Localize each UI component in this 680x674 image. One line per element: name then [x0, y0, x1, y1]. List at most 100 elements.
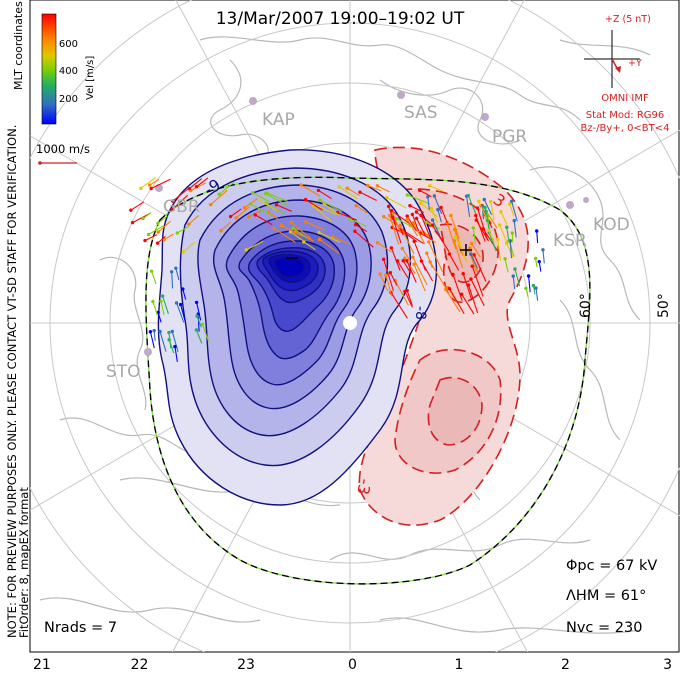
velocity-vector	[402, 229, 424, 244]
velocity-vector	[174, 346, 178, 362]
velocity-vector-origin	[384, 273, 388, 277]
velocity-vector-origin	[472, 253, 476, 257]
velocity-vector-origin	[410, 212, 415, 217]
velocity-vector-origin	[411, 220, 416, 225]
velocity-vector	[390, 292, 408, 319]
velocity-vector	[514, 268, 521, 287]
velocity-vector-origin	[428, 184, 432, 188]
velocity-vector-origin	[426, 195, 430, 199]
velocity-vector	[427, 196, 430, 210]
velocity-vector	[355, 205, 368, 214]
velocity-vector-origin	[139, 186, 143, 191]
velocity-vector-origin	[178, 302, 183, 307]
station-markers	[144, 91, 589, 356]
velocity-vector-origin	[477, 199, 481, 204]
velocity-vector	[475, 215, 486, 242]
velocity-vector	[386, 197, 407, 209]
velocity-vector	[413, 222, 426, 245]
velocity-vector	[292, 227, 309, 239]
negative-potential-cell	[157, 149, 438, 506]
velocity-vector	[470, 278, 485, 306]
velocity-vector	[476, 207, 489, 241]
velocity-vector-origin	[353, 229, 357, 233]
velocity-vector	[471, 243, 481, 258]
velocity-vector-origin	[412, 239, 416, 244]
velocity-vector-origin	[156, 230, 160, 234]
stat-lambda-hm: ΛHM = 61°	[566, 588, 646, 604]
velocity-vector	[406, 260, 417, 283]
velocity-vector	[313, 203, 337, 216]
velocity-vector-origin	[303, 197, 308, 202]
velocity-vector	[420, 215, 432, 241]
velocity-vector-origin	[272, 226, 276, 231]
velocity-vectors	[129, 177, 545, 362]
velocity-vector	[332, 236, 351, 246]
velocity-vector-origin	[378, 272, 382, 276]
mlt-tick-23: 23	[237, 657, 255, 673]
velocity-vector-origin	[482, 197, 486, 202]
mlt-tick-1: 1	[455, 657, 464, 673]
velocity-vector-origin	[471, 226, 476, 230]
velocity-vector	[338, 186, 358, 200]
velocity-vector-origin	[143, 238, 147, 243]
velocity-vector	[303, 241, 316, 251]
velocity-vector-origin	[375, 240, 380, 245]
velocity-vector-origin	[167, 338, 171, 342]
velocity-vector	[276, 204, 292, 212]
velocity-vector	[259, 199, 278, 212]
velocity-vector-origin	[170, 199, 175, 203]
preview-note: NOTE: FOR PREVIEW PURPOSES ONLY. PLEASE …	[5, 125, 19, 638]
velocity-vector-origin	[449, 213, 453, 218]
station-label-ksr: KSR	[553, 231, 587, 251]
station-label-sas: SAS	[404, 103, 438, 123]
velocity-vector	[461, 293, 475, 315]
velocity-vector-origin	[405, 259, 409, 263]
velocity-vector	[453, 240, 463, 269]
stat-n-vc: Nvc = 230	[566, 620, 642, 636]
velocity-vector-origin	[200, 322, 205, 326]
velocity-vector	[157, 312, 162, 323]
velocity-vector-origin	[483, 205, 487, 210]
velocity-vector-origin	[453, 235, 458, 239]
velocity-vector-origin	[405, 217, 409, 221]
velocity-vector	[172, 188, 189, 202]
velocity-vector-origin	[427, 240, 431, 244]
velocity-vector-origin	[496, 237, 500, 242]
velocity-vector	[148, 224, 165, 235]
velocity-vector	[319, 199, 343, 213]
velocity-vector-origin	[408, 203, 412, 208]
velocity-vector	[509, 203, 515, 216]
velocity-vector	[430, 208, 439, 224]
velocity-vector	[473, 254, 487, 282]
velocity-vector	[413, 264, 426, 292]
velocity-vector	[420, 202, 438, 218]
velocity-vector	[426, 253, 433, 269]
station-label-gbr: GBR	[163, 197, 200, 217]
velocity-vector-origin	[345, 186, 349, 190]
velocity-vector	[478, 201, 488, 220]
velocity-vector	[511, 201, 518, 222]
velocity-vector-origin	[419, 213, 423, 218]
velocity-vector	[175, 268, 180, 281]
colorbar-tick-400: 400	[59, 66, 78, 77]
velocity-vector-origin	[389, 246, 394, 250]
velocity-vector-origin	[510, 231, 515, 235]
velocity-vector	[163, 233, 174, 241]
velocity-vector-origin	[499, 210, 503, 214]
velocity-vector-origin	[148, 183, 152, 187]
velocity-vector	[180, 304, 186, 321]
velocity-vector	[406, 290, 413, 306]
velocity-vector	[446, 222, 457, 250]
velocity-vector-origin	[388, 214, 392, 218]
velocity-vector-origin	[457, 240, 462, 245]
stat-phi-pc: Φpc = 67 kV	[566, 558, 657, 574]
velocity-vector-origin	[316, 188, 321, 193]
velocity-vector	[266, 192, 288, 202]
velocity-vector-origin	[432, 194, 437, 198]
velocity-vector-origin	[219, 228, 223, 233]
velocity-vector-origin	[244, 248, 248, 252]
velocity-vector-origin	[394, 216, 399, 221]
velocity-vector	[188, 215, 199, 225]
velocity-vector	[462, 273, 473, 301]
